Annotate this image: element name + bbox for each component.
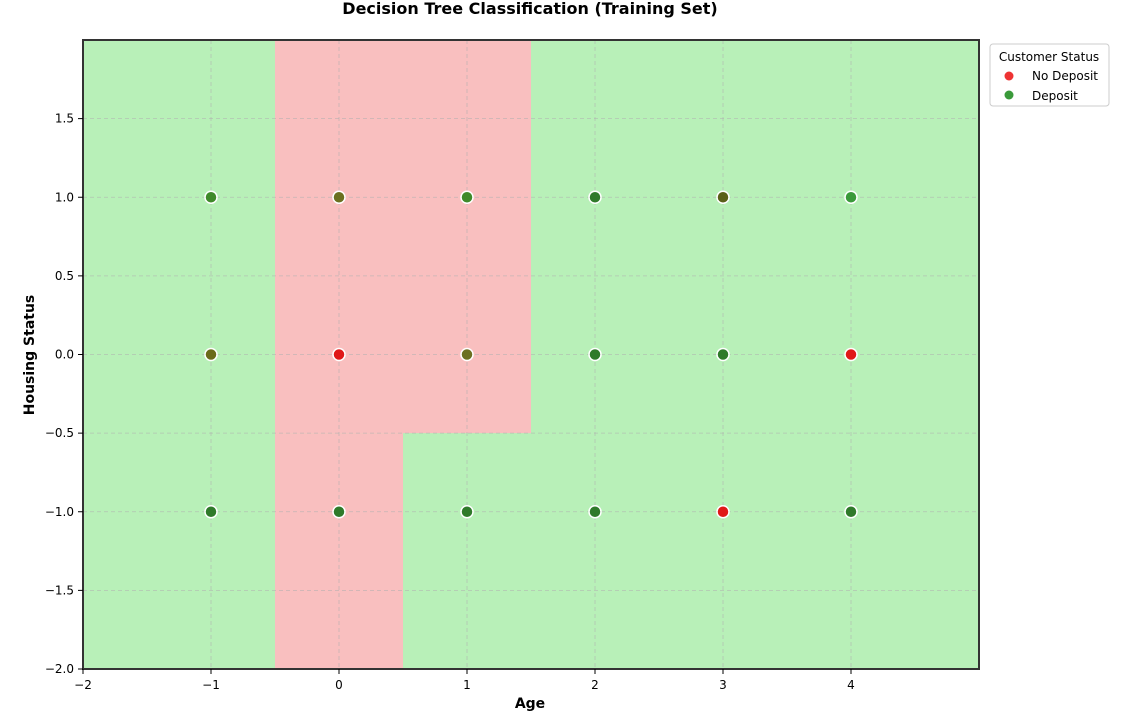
- plot-area: −2 −1 0 1 2 3 4 −2.0 −1.5 −1.0 −0.5 0.0 0.5 1.0 1.5: [45, 39, 980, 692]
- data-point: [844, 505, 858, 519]
- legend-label-deposit: Deposit: [1032, 89, 1078, 103]
- y-tick-label: 0.5: [55, 269, 74, 283]
- data-point: [460, 347, 474, 362]
- x-tick-label: 1: [463, 678, 471, 692]
- data-point: [204, 347, 218, 362]
- x-tick-label: −2: [74, 678, 92, 692]
- y-tick-label: 1.0: [55, 190, 74, 204]
- x-tick-label: 0: [335, 678, 343, 692]
- x-tick-label: 2: [591, 678, 599, 692]
- data-point: [588, 190, 602, 204]
- data-point: [460, 190, 474, 204]
- data-point: [844, 347, 858, 362]
- legend-title: Customer Status: [999, 50, 1099, 64]
- x-tick-label: −1: [202, 678, 220, 692]
- data-point: [588, 347, 602, 362]
- data-point: [716, 347, 730, 362]
- x-axis-label: Age: [515, 696, 545, 712]
- y-tick-label: −2.0: [45, 662, 74, 676]
- data-point: [716, 505, 730, 519]
- y-tick-label: −1.5: [45, 583, 74, 597]
- x-tick-label: 4: [847, 678, 855, 692]
- y-tick-label: −1.0: [45, 505, 74, 519]
- legend: Customer Status No Deposit Deposit: [989, 43, 1110, 107]
- chart-title: Decision Tree Classification (Training S…: [342, 0, 717, 18]
- legend-marker-deposit: [1004, 90, 1014, 100]
- legend-marker-no-deposit: [1004, 71, 1014, 81]
- y-axis-label: Housing Status: [22, 295, 38, 416]
- data-point: [588, 505, 602, 519]
- data-point: [844, 190, 858, 204]
- y-tick-label: 0.0: [55, 348, 74, 362]
- y-tick-label: −0.5: [45, 426, 74, 440]
- data-point: [332, 347, 346, 362]
- legend-label-no-deposit: No Deposit: [1032, 69, 1098, 83]
- data-point: [332, 505, 346, 519]
- data-point: [716, 190, 730, 204]
- data-point: [332, 190, 346, 204]
- data-point: [460, 505, 474, 519]
- data-point: [204, 505, 218, 519]
- decision-region-1: [275, 40, 531, 434]
- y-tick-label: 1.5: [55, 112, 74, 126]
- legend-box: [989, 43, 1110, 107]
- x-tick-label: 3: [719, 678, 727, 692]
- data-point: [204, 190, 218, 204]
